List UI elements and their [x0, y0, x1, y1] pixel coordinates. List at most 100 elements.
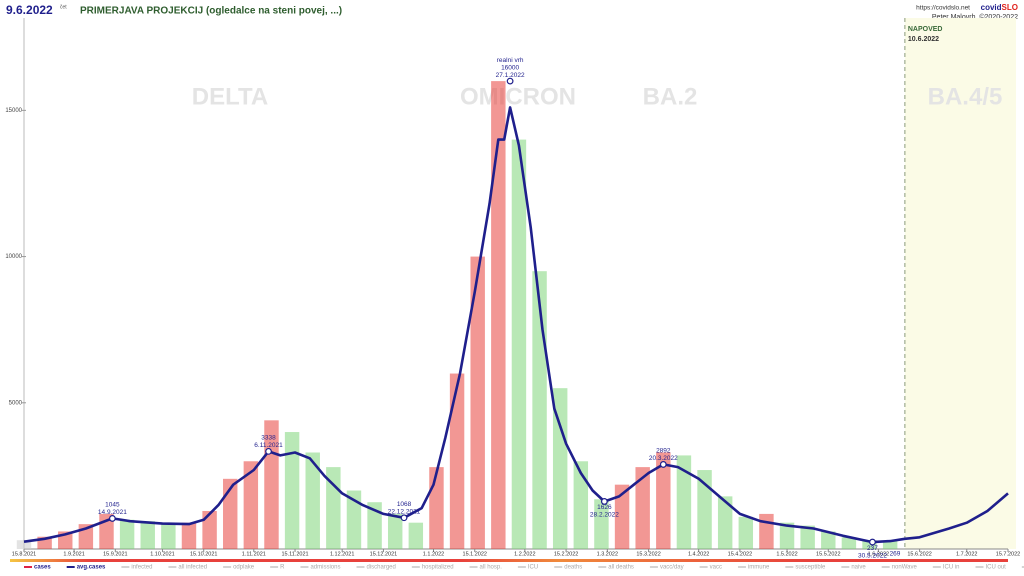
case-bar: [594, 499, 609, 549]
legend-label: immune: [748, 565, 770, 571]
brand-part: covid: [981, 3, 1002, 12]
x-tick-label: 15.9.2021: [103, 551, 127, 557]
legend-label: ICU: [528, 565, 538, 571]
case-bar: [841, 537, 857, 549]
legend-label: cases: [34, 565, 51, 571]
wave-label: BA.2: [643, 83, 698, 110]
annotation-label: 30.5.2022: [858, 552, 887, 559]
case-bar: [882, 540, 898, 549]
legend-label: avg.cases: [77, 565, 106, 571]
case-bar: [429, 467, 444, 549]
case-bar: [614, 484, 630, 549]
legend-label: vacc/day: [660, 565, 684, 571]
x-tick-label: 1.3.2022: [597, 551, 618, 557]
case-bar: [511, 139, 527, 549]
report-date: 9.6.2022: [6, 3, 53, 17]
case-bar: [470, 256, 485, 549]
legend-label: infected: [131, 565, 152, 571]
case-bar: [449, 373, 465, 549]
case-bar: [223, 478, 238, 549]
author: Peter Malovrh, ©2020-2022: [932, 13, 1018, 21]
x-tick-label: 1.5.2022: [776, 551, 797, 557]
y-tick-label: 15000: [5, 108, 22, 114]
annotation-label: 14.9.2021: [98, 509, 127, 516]
legend-label: vacc: [710, 565, 722, 571]
annotation-marker: [659, 461, 667, 468]
annotation-label: 269: [890, 551, 901, 558]
case-bar: [181, 522, 197, 549]
case-bar: [305, 452, 320, 549]
case-bar: [697, 470, 712, 549]
legend-label: ICU in: [943, 565, 960, 571]
annotation-label: 6.11.2021: [254, 442, 283, 449]
case-bar: [862, 540, 877, 549]
annotation-label: 22.12.2021: [388, 508, 421, 515]
x-tick-label: 1.7.2022: [956, 551, 977, 557]
wave-label: BA.4/5: [928, 83, 1003, 110]
case-bar: [16, 540, 32, 549]
wave-label: OMICRON: [460, 83, 576, 110]
case-bar: [676, 455, 692, 549]
x-tick-label: 1.6.2022: [868, 551, 889, 557]
case-bar: [738, 516, 754, 549]
annotation-label: realni vrh: [497, 57, 524, 64]
forecast-date: 10.6.2022: [908, 36, 939, 43]
x-tick-label: 1.9.2021: [63, 551, 84, 557]
annotation-label: 1045: [105, 502, 120, 509]
x-tick-label: 15.8.2021: [12, 551, 36, 557]
annotation-label: 27.1.2022: [496, 72, 525, 79]
annotation-marker: [600, 498, 608, 505]
x-tick-label: 15.5.2022: [816, 551, 840, 557]
case-bar: [408, 522, 424, 549]
legend-label: naive: [851, 565, 866, 571]
case-bar: [759, 513, 774, 549]
legend-label: admissions: [310, 565, 340, 571]
case-bar: [346, 490, 362, 549]
case-bar: [779, 522, 795, 549]
annotation-label: 1068: [397, 501, 412, 508]
case-bar: [243, 461, 259, 549]
legend-label: susceptible: [795, 565, 826, 571]
annotation-label: 1626: [597, 504, 612, 511]
x-tick-label: 1.2.2022: [514, 551, 535, 557]
x-tick-label: 15.11.2021: [281, 551, 308, 557]
x-tick-label: 1.4.2022: [688, 551, 709, 557]
case-bar: [573, 461, 589, 549]
wave-label: DELTA: [192, 83, 268, 110]
annotation-label: 16000: [501, 64, 519, 71]
case-bar: [635, 467, 650, 549]
legend-label: ICU out: [985, 565, 1006, 571]
annotation-marker: [108, 515, 116, 522]
legend-label: all hosp.: [480, 565, 503, 571]
url: https://covidslo.net: [916, 5, 970, 12]
x-tick-label: 1.10.2021: [150, 551, 174, 557]
case-bar: [119, 519, 135, 549]
x-tick-label: 15.10.2021: [190, 551, 218, 557]
legend-label: all deaths: [608, 565, 634, 571]
case-bar: [552, 388, 568, 549]
brand: covidSLO: [981, 3, 1018, 12]
x-tick-label: 1.11.2021: [242, 551, 266, 557]
case-bar: [800, 525, 815, 549]
y-tick-label: 10000: [5, 254, 22, 260]
status-strip: [10, 559, 1008, 562]
x-tick-label: 15.1.2022: [463, 551, 487, 557]
avg-line: [23, 106, 1009, 544]
case-bar: [491, 81, 506, 550]
legend-label: deaths: [564, 565, 582, 571]
case-bar: [161, 522, 176, 549]
case-bar: [140, 521, 155, 549]
annotation-marker: [869, 538, 876, 546]
legend-label: nonWave: [892, 565, 918, 571]
chart-title: PRIMERJAVA PROJEKCIJ (ogledalce na steni…: [80, 6, 342, 17]
annotation-marker: [400, 514, 408, 522]
annotation-label: 3338: [261, 435, 276, 442]
legend-label: R: [280, 565, 285, 571]
x-tick-label: 15.12.2021: [370, 551, 398, 557]
annotation-label: 237: [867, 545, 878, 552]
brand-part: SLO: [1002, 3, 1018, 12]
x-tick-label: 15.3.2022: [636, 551, 660, 557]
annotation-marker: [506, 77, 514, 85]
case-bar: [387, 513, 403, 549]
